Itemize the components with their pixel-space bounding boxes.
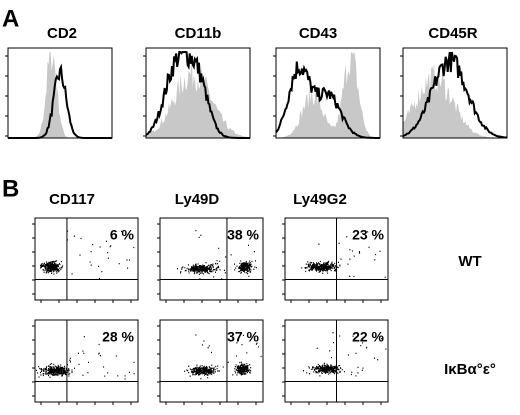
histogram-line xyxy=(402,51,508,139)
histogram-title: CD2 xyxy=(47,25,77,42)
histogram-frame xyxy=(7,47,113,139)
histogram-frame xyxy=(145,47,251,139)
event-dots xyxy=(40,230,135,280)
percentage-label: 22 % xyxy=(352,329,384,345)
row-label: WT xyxy=(458,253,481,270)
percentage-label: 23 % xyxy=(352,227,384,243)
event-dots xyxy=(301,231,386,278)
histogram-title: CD11b xyxy=(175,25,222,42)
dot-plots: CD117 Ly49D Ly49G2 WT 6 % 38 % 23 % IκBα°ε° 28 %… xyxy=(32,191,496,405)
panel-label: A xyxy=(2,5,19,32)
histogram-fill xyxy=(276,52,380,138)
plot-frame xyxy=(159,217,264,301)
event-dots xyxy=(36,336,135,380)
histogram-title: CD45R xyxy=(428,25,477,42)
event-dots xyxy=(177,229,257,280)
panel-label: B xyxy=(2,175,19,202)
column-title: CD117 xyxy=(49,191,95,208)
histogram-fill xyxy=(8,52,112,138)
event-dots xyxy=(184,334,262,380)
percentage-label: 38 % xyxy=(227,227,259,243)
histograms: CD2 CD11b CD43 CD45R xyxy=(5,25,508,139)
histogram-frame xyxy=(275,47,381,139)
plot-frame xyxy=(34,217,139,301)
plot-frame xyxy=(159,319,264,403)
plot-frame xyxy=(34,319,139,403)
percentage-label: 37 % xyxy=(227,329,259,345)
percentage-label: 6 % xyxy=(110,227,135,243)
column-title: Ly49G2 xyxy=(293,191,347,208)
histogram-fill xyxy=(146,57,250,139)
percentage-label: 28 % xyxy=(102,329,134,345)
histogram-frame xyxy=(402,47,508,139)
event-dots xyxy=(303,332,387,377)
histogram-fill xyxy=(403,64,507,138)
histogram-line xyxy=(275,61,380,139)
histogram-title: CD43 xyxy=(299,25,337,42)
row-label: IκBα°ε° xyxy=(444,361,496,378)
column-title: Ly49D xyxy=(175,191,220,208)
